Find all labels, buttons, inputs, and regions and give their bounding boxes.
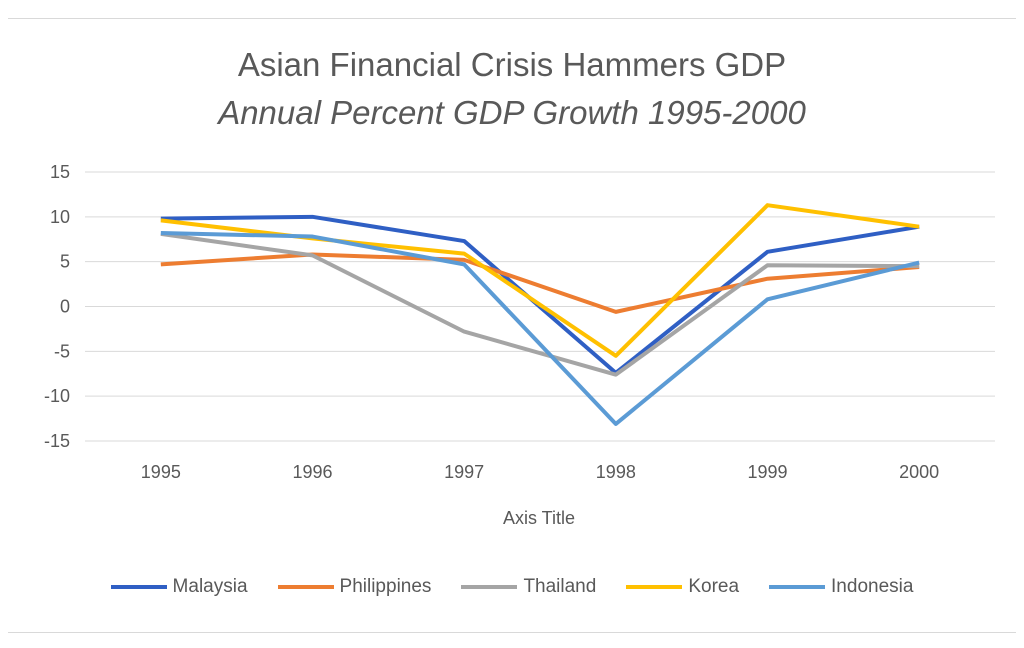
legend-item: Philippines bbox=[277, 576, 432, 598]
legend-swatch bbox=[626, 585, 683, 589]
series-line-philippines bbox=[160, 252, 920, 314]
y-tick-label: -10 bbox=[44, 386, 70, 406]
legend-item: Indonesia bbox=[769, 576, 913, 598]
y-tick-label: 5 bbox=[60, 252, 70, 272]
legend-item: Malaysia bbox=[110, 576, 248, 598]
series-line-indonesia bbox=[160, 230, 920, 426]
x-tick-label: 1999 bbox=[747, 462, 787, 482]
legend-label: Indonesia bbox=[831, 576, 914, 597]
legend-label: Thailand bbox=[523, 576, 597, 597]
legend-label: Philippines bbox=[339, 576, 432, 597]
legend-label: Malaysia bbox=[172, 576, 248, 597]
bottom-border bbox=[8, 632, 1016, 633]
y-tick-label: 10 bbox=[50, 207, 70, 227]
x-tick-label: 1995 bbox=[141, 462, 181, 482]
legend-item: Thailand bbox=[461, 576, 596, 598]
legend-swatch bbox=[461, 585, 518, 589]
top-border bbox=[8, 18, 1016, 19]
legend-swatch bbox=[277, 585, 334, 589]
y-tick-label: 15 bbox=[50, 162, 70, 182]
x-tick-label: 1998 bbox=[596, 462, 636, 482]
series-line-thailand bbox=[160, 231, 920, 377]
legend-item: Korea bbox=[626, 576, 739, 598]
chart-title: Asian Financial Crisis Hammers GDP bbox=[237, 46, 787, 83]
x-tick-label: 1997 bbox=[444, 462, 484, 482]
series-line-korea bbox=[160, 203, 920, 358]
legend: Malaysia Philippines Thailand Korea Indonesi… bbox=[0, 576, 1024, 598]
legend-swatch bbox=[769, 585, 826, 589]
legend-label: Korea bbox=[688, 576, 740, 597]
series-line-malaysia bbox=[160, 214, 920, 375]
y-tick-label: 0 bbox=[60, 297, 70, 317]
legend-swatch bbox=[110, 585, 167, 589]
y-tick-label: -5 bbox=[54, 341, 70, 361]
x-axis-title: Axis Title bbox=[503, 508, 575, 528]
x-tick-label: 2000 bbox=[899, 462, 939, 482]
y-tick-label: -15 bbox=[44, 431, 70, 451]
chart-subtitle: Annual Percent GDP Growth 1995-2000 bbox=[218, 94, 806, 131]
x-tick-label: 1996 bbox=[292, 462, 332, 482]
